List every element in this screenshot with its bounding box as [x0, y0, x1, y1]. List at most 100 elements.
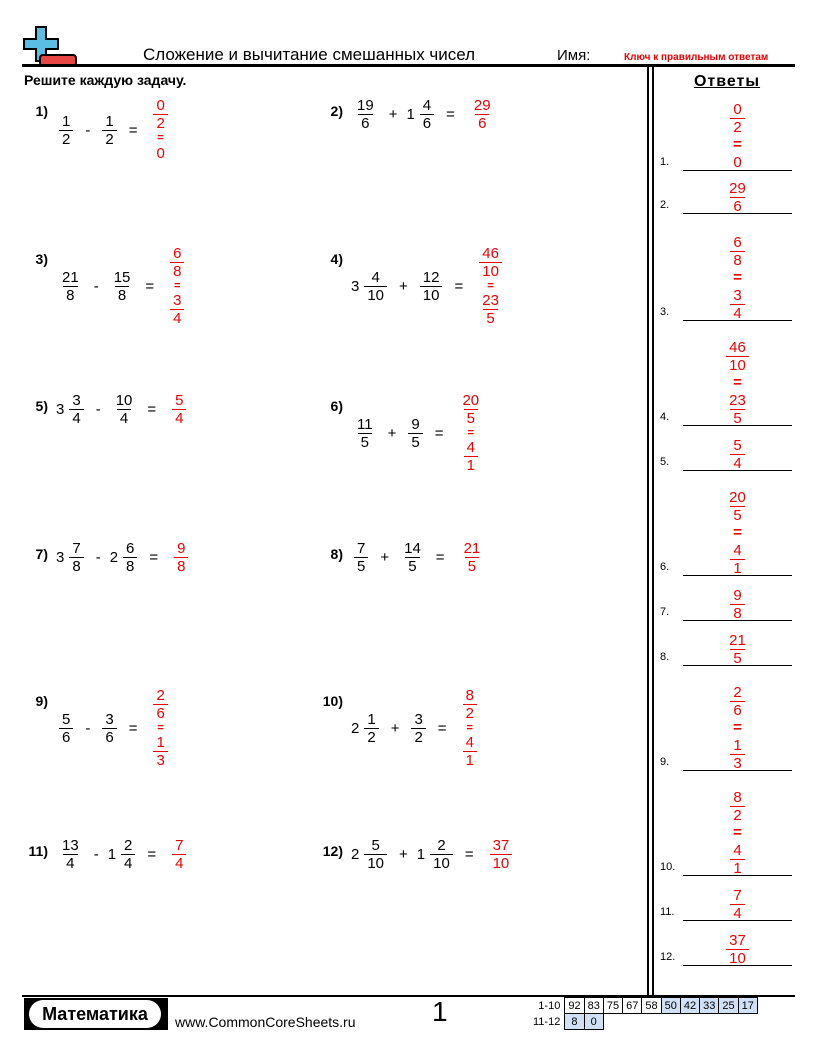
denominator: 4: [172, 409, 187, 427]
answer-key-number: 12.: [660, 951, 676, 963]
numerator: 5: [175, 392, 184, 409]
denominator: 8: [63, 285, 78, 304]
numerator: 4: [371, 268, 380, 286]
fraction: 20 5: [726, 489, 749, 524]
answer-key-number: 6.: [660, 561, 670, 573]
numerator: 29: [729, 180, 746, 197]
answer-key-value: 8 2 = 4 1: [683, 789, 792, 877]
denominator: 2: [59, 130, 74, 148]
column-divider: [647, 66, 649, 996]
fraction: 14 5: [401, 540, 424, 575]
instructions: Решите каждую задачу.: [24, 72, 187, 88]
denominator: 5: [463, 409, 478, 427]
equals-sign: =: [466, 722, 473, 734]
denominator: 6: [475, 114, 490, 132]
fraction: 2 10: [430, 837, 453, 872]
equals-sign: =: [446, 106, 455, 123]
numerator: 14: [404, 540, 421, 557]
fraction: 5 10: [364, 837, 388, 872]
denominator: 1: [463, 456, 478, 474]
numerator: 2: [437, 837, 446, 854]
answer-key-value: 21 5: [683, 632, 792, 667]
fraction: 15 8: [111, 269, 134, 304]
answer-key-value: 46 10 = 23 5: [683, 339, 792, 427]
answer-stack: 2 6 = 1 3: [150, 687, 170, 769]
problem-number: 8): [330, 546, 343, 562]
operator: -: [95, 549, 101, 566]
operator: +: [380, 549, 390, 566]
answer-stack: 0 2 = 0: [150, 97, 170, 164]
problem-number: 2): [330, 103, 343, 119]
answer-key-number: 5.: [660, 456, 670, 468]
equals-sign: =: [435, 549, 445, 566]
fraction: 37 10: [489, 837, 513, 872]
numerator: 7: [175, 837, 184, 854]
denominator: 5: [405, 557, 420, 575]
equals-sign: =: [733, 719, 742, 736]
operator: -: [93, 846, 99, 863]
problem-expression: 2 5 10 +1 2 10 = 37 10: [351, 837, 515, 872]
fraction: 29 6: [471, 97, 494, 132]
denominator: 1: [730, 559, 745, 577]
denominator: 1: [730, 859, 745, 877]
problem-number: 12): [322, 843, 343, 859]
score-cell: 8: [564, 1013, 585, 1030]
header-divider: [22, 64, 795, 67]
answer-line: [683, 770, 792, 771]
page-number: 1: [432, 996, 448, 1027]
denominator: 1: [462, 751, 477, 769]
equals-sign: =: [733, 269, 742, 286]
numerator: 9: [177, 540, 186, 557]
answer-line: [683, 920, 792, 921]
answer-line: [683, 965, 792, 966]
numerator: 37: [492, 837, 510, 854]
denominator: 4: [69, 409, 84, 427]
answer-key-label: Ключ к правильным ответам: [624, 52, 769, 63]
numerator: 2: [124, 837, 133, 854]
numerator: 29: [473, 97, 491, 114]
denominator: 2: [102, 130, 117, 148]
numerator: 3: [414, 710, 423, 728]
answer-line: [683, 665, 792, 666]
operator: +: [399, 277, 408, 295]
denominator: 2: [730, 118, 745, 136]
numerator: 1: [62, 113, 71, 130]
denominator: 5: [483, 309, 498, 327]
answer-line: [683, 425, 792, 426]
fraction: 11 5: [354, 416, 376, 451]
fraction: 29 6: [726, 180, 749, 215]
denominator: 6: [358, 114, 373, 132]
numerator: 21: [62, 268, 79, 286]
brand-label: Математика: [29, 1000, 161, 1028]
denominator: 4: [730, 304, 745, 322]
whole-number: 1: [406, 106, 415, 123]
denominator: 5: [730, 506, 745, 524]
numerator: 8: [733, 789, 742, 806]
score-cell: 33: [699, 997, 720, 1014]
denominator: 4: [116, 409, 132, 427]
equals-sign: =: [434, 424, 444, 442]
site-link[interactable]: www.CommonCoreSheets.ru: [175, 1014, 356, 1030]
score-cell: 58: [641, 997, 662, 1014]
numerator: 46: [729, 339, 746, 356]
answer-line: [683, 875, 792, 876]
denominator: 5: [354, 557, 369, 575]
equals-sign: =: [733, 374, 742, 391]
operator: +: [390, 719, 400, 737]
operator: +: [399, 846, 408, 863]
numerator: 6: [733, 234, 742, 251]
problem-expression: 2 1 2 +3 2 = 8 2 = 4 1: [351, 687, 480, 769]
answer-stack: 37 10: [487, 837, 516, 872]
